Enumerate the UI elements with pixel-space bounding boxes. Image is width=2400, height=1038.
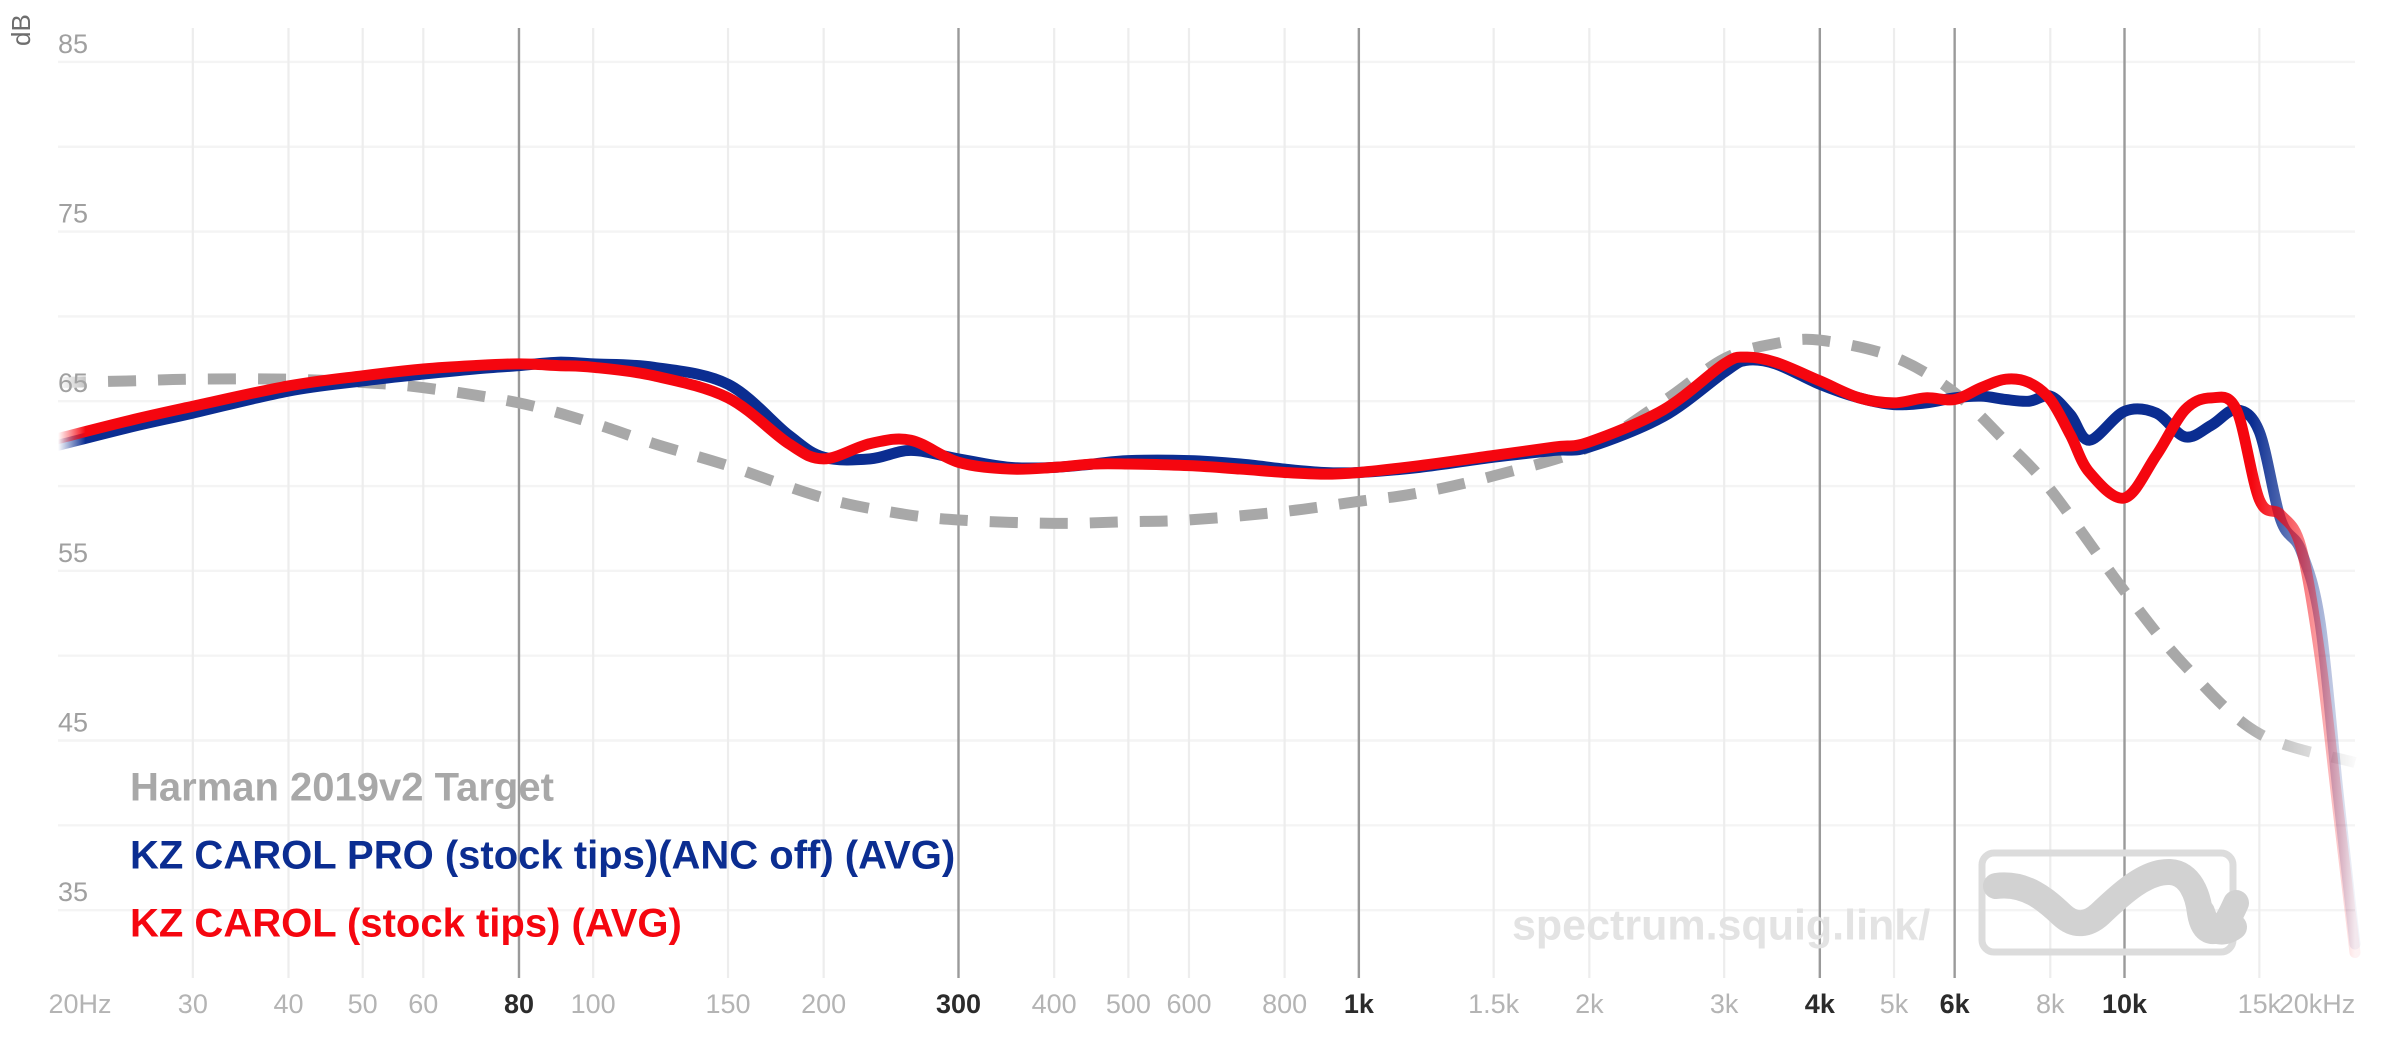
x-tick-label: 600 [1166,989,1211,1019]
x-tick-label: 30 [178,989,208,1019]
x-tick-label: 400 [1032,989,1077,1019]
x-tick-label: 100 [571,989,616,1019]
curve-kz-carol [52,351,2361,959]
x-tick-label: 20Hz [48,989,111,1019]
y-tick-label: 35 [58,877,88,907]
x-tick-label: 10k [2102,989,2148,1019]
x-tick-label: 5k [1880,989,1909,1019]
x-tick-label: 8k [2036,989,2065,1019]
x-tick-label: 40 [273,989,303,1019]
x-tick-label: 20kHz [2279,989,2356,1019]
x-tick-label: 800 [1262,989,1307,1019]
curve-group [52,333,2361,959]
y-tick-label: 75 [58,199,88,229]
legend-item-target[interactable]: Harman 2019v2 Target [130,766,554,810]
x-tick-label: 4k [1805,989,1836,1019]
y-tick-label: 55 [58,538,88,568]
x-tick-label: 1k [1344,989,1375,1019]
x-tick-label: 1.5k [1468,989,1520,1019]
x-tick-label: 300 [936,989,981,1019]
y-tick-label: 45 [58,708,88,738]
x-tick-label: 6k [1940,989,1971,1019]
watermark: spectrum.squig.link/ [1512,849,2249,956]
watermark-text: spectrum.squig.link/ [1512,901,1930,949]
horizontal-gridlines [58,60,2355,912]
x-tick-label: 60 [408,989,438,1019]
legend: Harman 2019v2 Target KZ CAROL PRO (stock … [130,766,955,946]
x-tick-label: 2k [1575,989,1604,1019]
y-tick-label: 85 [58,29,88,59]
legend-item-red[interactable]: KZ CAROL (stock tips) (AVG) [130,902,682,946]
x-tick-label: 3k [1710,989,1739,1019]
x-tick-label: 80 [504,989,534,1019]
x-tick-label: 200 [801,989,846,1019]
x-tick-label: 15k [2238,989,2282,1019]
x-tick-label: 500 [1106,989,1151,1019]
x-tick-label: 150 [705,989,750,1019]
x-axis-tick-labels: 20Hz 30 40 50 60 80 100 150 200 300 400 500 600 800 1k… [48,989,2355,1019]
squiggle-wave-logo-icon [1978,849,2249,956]
logo-squiggle-tail [2189,899,2247,945]
y-axis-unit-label: dB [6,14,36,46]
legend-item-blue[interactable]: KZ CAROL PRO (stock tips)(ANC off) (AVG) [130,834,955,878]
curve-harman-target [57,333,2357,768]
x-tick-label: 50 [348,989,378,1019]
